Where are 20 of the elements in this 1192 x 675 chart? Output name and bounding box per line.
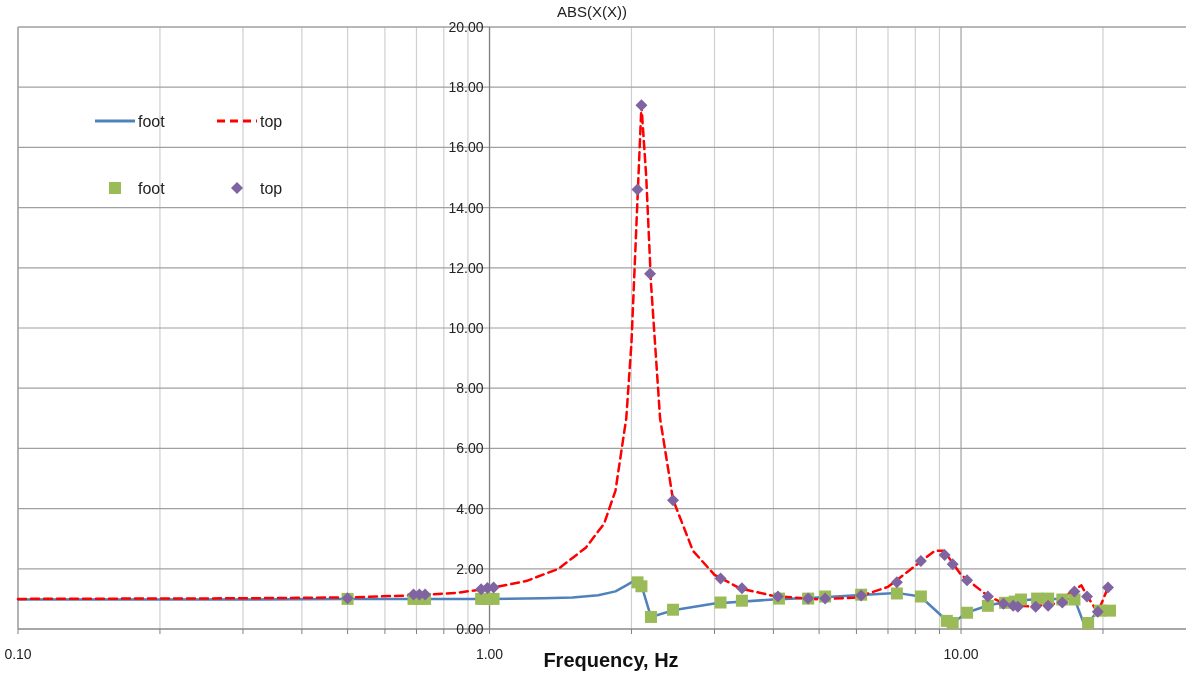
y-tick-label: 6.00 bbox=[456, 440, 484, 457]
x-axis-title: Frequency, Hz bbox=[543, 649, 679, 671]
x-tick-label: 1.00 bbox=[475, 646, 504, 662]
y-tick-label: 14.00 bbox=[448, 199, 484, 216]
y-tick-label: 2.00 bbox=[456, 560, 484, 577]
chart-title: ABS(X(X)) bbox=[556, 3, 628, 20]
legend-label: top bbox=[260, 113, 283, 130]
y-tick-label: 20.00 bbox=[448, 19, 484, 35]
legend-label: top bbox=[260, 180, 283, 197]
y-tick-label: 0.00 bbox=[456, 621, 484, 637]
x-tick-label: 10.00 bbox=[943, 646, 979, 662]
y-tick-label: 4.00 bbox=[456, 500, 484, 517]
y-tick-label: 8.00 bbox=[456, 380, 484, 397]
legend-label: foot bbox=[138, 180, 166, 197]
y-tick-label: 10.00 bbox=[448, 320, 484, 336]
y-tick-label: 12.00 bbox=[448, 259, 484, 276]
legend-label: foot bbox=[138, 113, 166, 130]
y-tick-label: 16.00 bbox=[448, 139, 484, 156]
x-tick-label: 0.10 bbox=[4, 646, 32, 662]
y-tick-label: 18.00 bbox=[448, 79, 484, 96]
